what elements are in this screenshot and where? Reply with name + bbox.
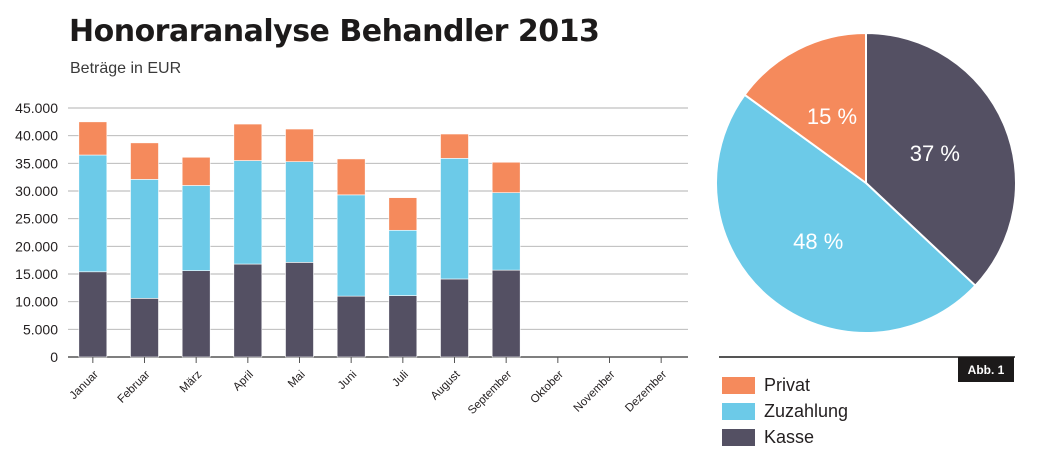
- chart-subtitle: Beträge in EUR: [70, 60, 182, 77]
- pie-slice-privat: [743, 31, 867, 185]
- x-tick-label: Dezember: [623, 369, 669, 415]
- x-tick-label: Juni: [336, 369, 359, 392]
- bar-segment-kasse: [285, 262, 314, 358]
- bar-segment-kasse: [491, 269, 521, 358]
- bar-segment-kasse: [440, 278, 469, 358]
- x-tick-label: März: [178, 368, 205, 395]
- bar-segment-zuzahlung: [181, 185, 211, 271]
- y-tick-label: 25.000: [15, 211, 58, 227]
- legend-item-privat: Privat: [722, 372, 848, 398]
- bar-segment-privat: [233, 123, 263, 161]
- bar-chart-y-ticks: 0 5.000 10.000 15.000 20.000 25.000 30.000 35.0…: [15, 100, 58, 365]
- pie-slice-zuzahlung: [715, 93, 977, 334]
- bar-segment-privat: [181, 156, 211, 186]
- pie-label-privat: 15 %: [807, 104, 857, 129]
- bar-segment-zuzahlung: [78, 154, 108, 273]
- bar-segment-zuzahlung: [336, 194, 366, 297]
- bar-segment-zuzahlung: [130, 179, 159, 299]
- x-tick-label: Februar: [116, 369, 153, 406]
- bar-segment-privat: [78, 121, 108, 156]
- bar-segment-zuzahlung: [491, 192, 521, 271]
- legend-swatch-kasse: [722, 428, 755, 446]
- x-tick-label: Januar: [68, 369, 101, 402]
- legend-divider: [719, 356, 1015, 358]
- bar-segment-kasse: [388, 295, 418, 358]
- bar-chart-grid: [68, 107, 688, 358]
- x-tick-label: Juli: [390, 369, 411, 390]
- y-tick-label: 45.000: [15, 100, 58, 116]
- bar-segment-privat: [388, 197, 418, 231]
- bar-segment-privat: [491, 161, 521, 193]
- legend-label-privat: Privat: [764, 374, 811, 395]
- legend: Privat Zuzahlung Kasse: [722, 372, 848, 450]
- bar-segment-zuzahlung: [233, 160, 263, 265]
- y-tick-label: 15.000: [15, 266, 58, 282]
- pie-chart: 37 % 48 % 15 %: [715, 31, 1017, 334]
- legend-swatch-zuzahlung: [722, 402, 755, 420]
- bar-segment-kasse: [336, 295, 366, 358]
- pie-label-kasse: 37 %: [910, 141, 960, 166]
- legend-item-kasse: Kasse: [722, 424, 848, 450]
- x-tick-label: September: [466, 369, 514, 417]
- bar-segment-kasse: [78, 271, 108, 358]
- bar-segment-privat: [440, 133, 469, 159]
- y-tick-label: 5.000: [23, 321, 58, 337]
- pie-slice-kasse: [865, 31, 1017, 288]
- y-tick-label: 10.000: [15, 294, 58, 310]
- bar-segment-zuzahlung: [388, 229, 418, 296]
- figure-badge: Abb. 1: [958, 357, 1014, 382]
- x-tick-label: Mai: [286, 369, 308, 391]
- x-tick-label: Oktober: [529, 369, 567, 407]
- bar-segment-zuzahlung: [285, 161, 314, 263]
- legend-swatch-privat: [722, 376, 755, 394]
- x-tick-label: April: [231, 369, 256, 394]
- bar-segment-kasse: [233, 263, 263, 358]
- bar-chart-bars: [78, 121, 521, 358]
- bar-chart-x-ticks: Januar Februar März April Mai Juni Juli August S…: [68, 357, 669, 417]
- bar-segment-privat: [130, 142, 159, 180]
- y-tick-label: 30.000: [15, 183, 58, 199]
- legend-label-kasse: Kasse: [764, 426, 815, 447]
- x-tick-label: August: [429, 368, 463, 402]
- legend-label-zuzahlung: Zuzahlung: [764, 400, 849, 421]
- bar-segment-kasse: [181, 270, 211, 358]
- legend-item-zuzahlung: Zuzahlung: [722, 398, 848, 424]
- y-tick-label: 20.000: [15, 238, 58, 254]
- bar-segment-kasse: [130, 298, 159, 358]
- bar-segment-privat: [336, 158, 366, 196]
- y-tick-label: 0: [50, 349, 58, 365]
- bar-segment-zuzahlung: [440, 158, 469, 280]
- pie-label-zuzahlung: 48 %: [793, 229, 843, 254]
- y-tick-label: 35.000: [15, 155, 58, 171]
- x-tick-label: November: [572, 369, 618, 415]
- chart-title: Honoraranalyse Behandler 2013: [69, 14, 600, 49]
- y-tick-label: 40.000: [15, 128, 58, 144]
- bar-segment-privat: [285, 128, 314, 162]
